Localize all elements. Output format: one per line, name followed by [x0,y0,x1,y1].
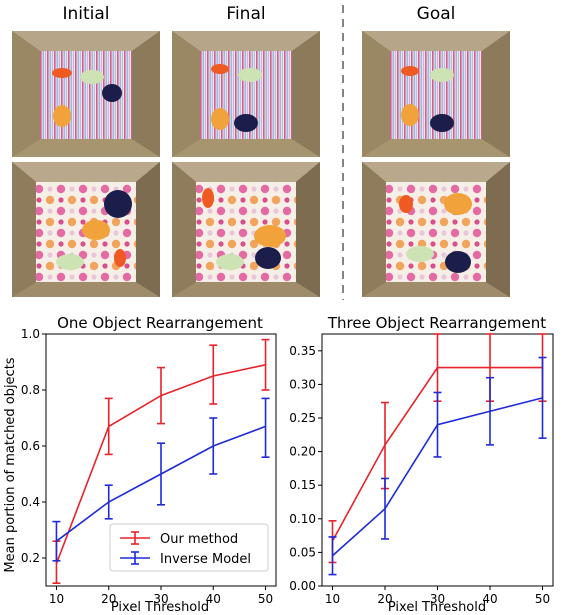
chart2-title: Three Object Rearrangement [327,314,546,332]
chart2-ytick-label: 0.30 [289,377,316,391]
chart2-ytick-label: 0.05 [289,545,316,559]
photo-final-row1 [172,31,320,157]
chart1-xtick-label: 40 [206,592,221,606]
chart1-xtick-label: 10 [49,592,64,606]
chart2-ytick-label: 0.20 [289,445,316,459]
chart1-legend: Our method Inverse Model [109,523,269,572]
chart2-ytick-label: 0.35 [289,344,316,358]
chart1-xlabel: Pixel Threshold [111,600,209,615]
legend-box [109,523,269,572]
legend-entry-our-method: Our method [120,531,238,547]
photo-goal-row1 [362,31,510,157]
legend-label-inverse-model: Inverse Model [160,552,251,567]
photo-initial-row1 [12,31,160,157]
photo-goal-row2 [362,162,510,297]
chart2-xtick-label: 20 [377,592,392,606]
column-title-goal: Goal [417,4,456,24]
chart1-xtick-label: 30 [153,592,168,606]
photo-initial-row2 [12,162,160,297]
chart2-xtick-label: 50 [535,592,550,606]
column-title-final: Final [226,4,265,24]
chart1-ytick-label: 0.4 [21,495,40,509]
chart2-plot: 10 20 30 40 50 0.00 0.05 0.10 0.15 0.20 0.25 0.30 0.… [289,333,554,606]
chart1-ylabel: Mean portion of matched objects [3,357,18,572]
chart1-plot: 10 20 30 40 50 0.2 0.4 0.6 0.8 1.0 [21,327,277,606]
chart1-ytick-label: 0.6 [21,439,40,453]
chart1-title: One Object Rearrangement [57,314,263,332]
legend-label-our-method: Our method [160,532,238,547]
chart1-ytick-label: 1.0 [21,327,40,341]
chart2-ytick-label: 0.25 [289,411,316,425]
column-title-initial: Initial [62,4,109,24]
chart2-xtick-label: 10 [325,592,340,606]
chart1-xtick-label: 50 [258,592,273,606]
chart1-ytick-label: 0.8 [21,383,40,397]
chart2-xtick-label: 40 [482,592,497,606]
chart2-ytick-label: 0.15 [289,478,316,492]
chart2-xtick-label: 30 [430,592,445,606]
chart1-xtick-label: 20 [101,592,116,606]
photo-final-row2 [172,162,320,297]
chart2-ytick-label: 0.10 [289,512,316,526]
chart2-ytick-label: 0.00 [289,579,316,593]
legend-entry-inverse-model: Inverse Model [120,551,251,567]
chart2-xlabel: Pixel Threshold [388,600,486,615]
chart1-ytick-label: 0.2 [21,551,40,565]
